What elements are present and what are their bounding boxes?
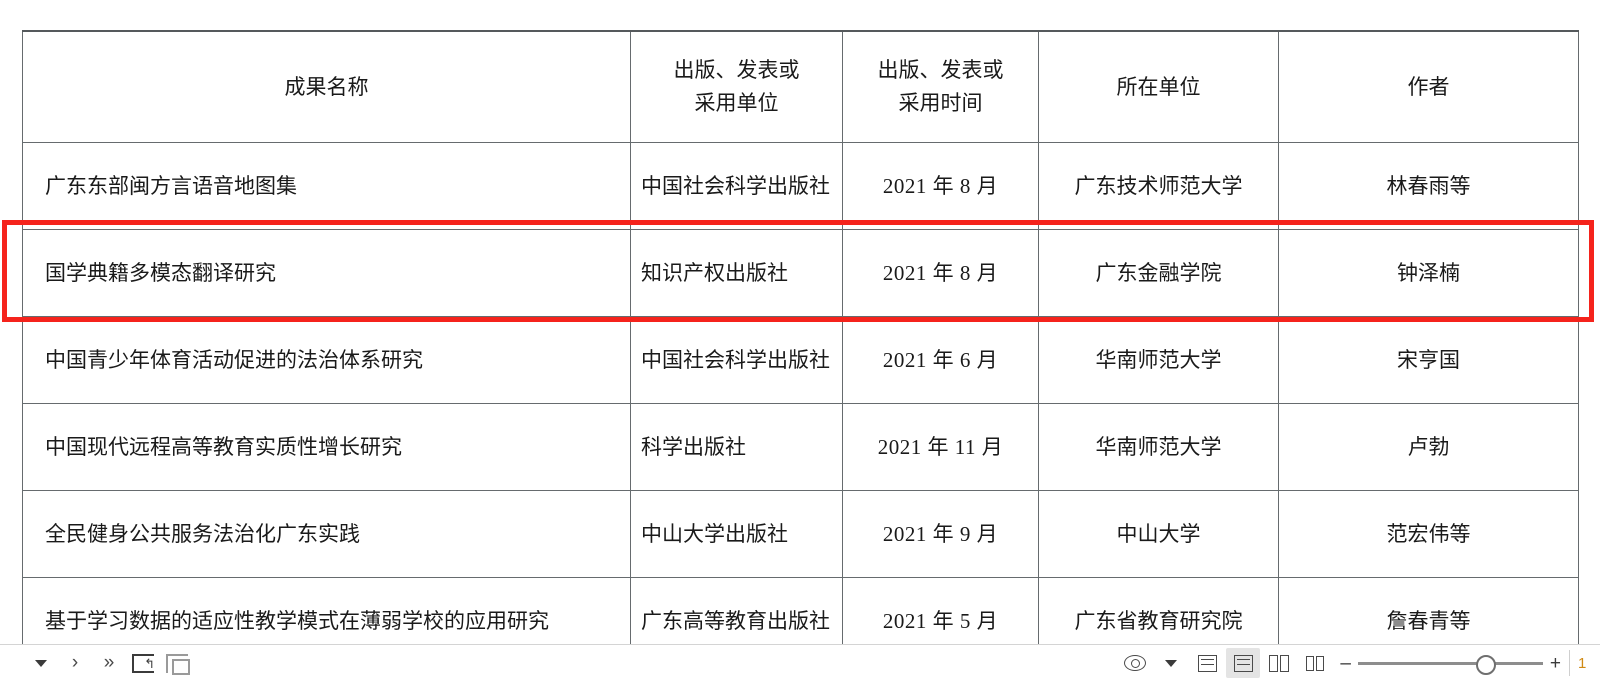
zoom-slider-track[interactable]: [1357, 654, 1543, 675]
cell-publisher: 科学出版社: [630, 403, 843, 491]
cell-unit: 中山大学: [1038, 490, 1279, 578]
cell-title: 中国青少年体育活动促进的法治体系研究: [22, 316, 631, 404]
cell-publisher: 中山大学出版社: [630, 490, 843, 578]
view-multi-page-icon[interactable]: [1298, 648, 1332, 678]
table-header-row: 成果名称 出版、发表或 采用单位 出版、发表或 采用时间 所在单位 作者: [22, 30, 1579, 143]
status-bar: › » ↰ – +: [0, 644, 1600, 681]
view-continuous-icon[interactable]: [1226, 648, 1261, 678]
cell-publisher: 广东高等教育出版社: [630, 577, 843, 645]
zoom-slider[interactable]: – +: [1340, 652, 1561, 675]
cell-title: 国学典籍多模态翻译研究: [22, 229, 631, 317]
column-header-title: 成果名称: [22, 30, 631, 143]
cell-title: 基于学习数据的适应性教学模式在薄弱学校的应用研究: [22, 577, 631, 645]
cell-unit: 华南师范大学: [1038, 403, 1279, 491]
cell-publisher: 知识产权出版社: [630, 229, 843, 317]
cell-date: 2021 年 9 月: [842, 490, 1039, 578]
column-header-unit: 所在单位: [1038, 30, 1279, 143]
cell-unit: 广东金融学院: [1038, 229, 1279, 317]
achievements-table: 成果名称 出版、发表或 采用单位 出版、发表或 采用时间 所在单位 作者 广东东…: [22, 30, 1579, 645]
column-header-publisher: 出版、发表或 采用单位: [630, 30, 843, 143]
cell-author: 宋亨国: [1278, 316, 1579, 404]
cell-title: 中国现代远程高等教育实质性增长研究: [22, 403, 631, 491]
status-bar-left-controls: › » ↰: [0, 648, 194, 678]
view-double-page-icon[interactable]: [1262, 648, 1296, 678]
cell-author: 林春雨等: [1278, 142, 1579, 230]
column-header-author: 作者: [1278, 30, 1579, 143]
cell-date: 2021 年 5 月: [842, 577, 1039, 645]
page-fit-icon[interactable]: ↰: [126, 648, 160, 678]
cell-author: 钟泽楠: [1278, 229, 1579, 317]
last-page-icon[interactable]: »: [103, 652, 115, 673]
cell-unit: 广东技术师范大学: [1038, 142, 1279, 230]
cell-unit: 广东省教育研究院: [1038, 577, 1279, 645]
cell-unit: 华南师范大学: [1038, 316, 1279, 404]
table-row: 中国现代远程高等教育实质性增长研究 科学出版社 2021 年 11 月 华南师范…: [22, 403, 1579, 491]
cell-title: 全民健身公共服务法治化广东实践: [22, 490, 631, 578]
cell-date: 2021 年 8 月: [842, 142, 1039, 230]
table-row: 基于学习数据的适应性教学模式在薄弱学校的应用研究 广东高等教育出版社 2021 …: [22, 577, 1579, 645]
column-header-date: 出版、发表或 采用时间: [842, 30, 1039, 143]
table-row: 全民健身公共服务法治化广东实践 中山大学出版社 2021 年 9 月 中山大学 …: [22, 490, 1579, 578]
zoom-out-button[interactable]: –: [1340, 652, 1351, 674]
dropdown-toggle-icon[interactable]: [24, 648, 58, 678]
page-select-icon[interactable]: [160, 648, 194, 678]
cell-date: 2021 年 11 月: [842, 403, 1039, 491]
read-mode-dropdown-icon[interactable]: [1154, 648, 1188, 678]
table-row-highlighted: 国学典籍多模态翻译研究 知识产权出版社 2021 年 8 月 广东金融学院 钟泽…: [22, 229, 1579, 317]
cell-author: 卢勃: [1278, 403, 1579, 491]
chevron-down-icon: [1165, 659, 1178, 667]
table-row: 广东东部闽方言语音地图集 中国社会科学出版社 2021 年 8 月 广东技术师范…: [22, 142, 1579, 230]
status-bar-right-controls: – + 1: [1118, 648, 1600, 678]
cell-date: 2021 年 6 月: [842, 316, 1039, 404]
cell-author: 詹春青等: [1278, 577, 1579, 645]
zoom-slider-thumb[interactable]: [1475, 654, 1496, 675]
chevron-down-icon: [35, 659, 47, 667]
cell-author: 范宏伟等: [1278, 490, 1579, 578]
cell-publisher: 中国社会科学出版社: [630, 142, 843, 230]
table-row: 中国青少年体育活动促进的法治体系研究 中国社会科学出版社 2021 年 6 月 …: [22, 316, 1579, 404]
next-page-icon[interactable]: ›: [71, 652, 79, 673]
document-page: 成果名称 出版、发表或 采用单位 出版、发表或 采用时间 所在单位 作者 广东东…: [2, 30, 1594, 645]
cell-publisher: 中国社会科学出版社: [630, 316, 843, 404]
view-single-page-icon[interactable]: [1190, 648, 1224, 678]
cell-date: 2021 年 8 月: [842, 229, 1039, 317]
zoom-in-button[interactable]: +: [1549, 652, 1561, 674]
cell-title: 广东东部闽方言语音地图集: [22, 142, 631, 230]
zoom-level-value[interactable]: 1: [1569, 650, 1600, 676]
read-mode-icon[interactable]: [1118, 648, 1152, 678]
